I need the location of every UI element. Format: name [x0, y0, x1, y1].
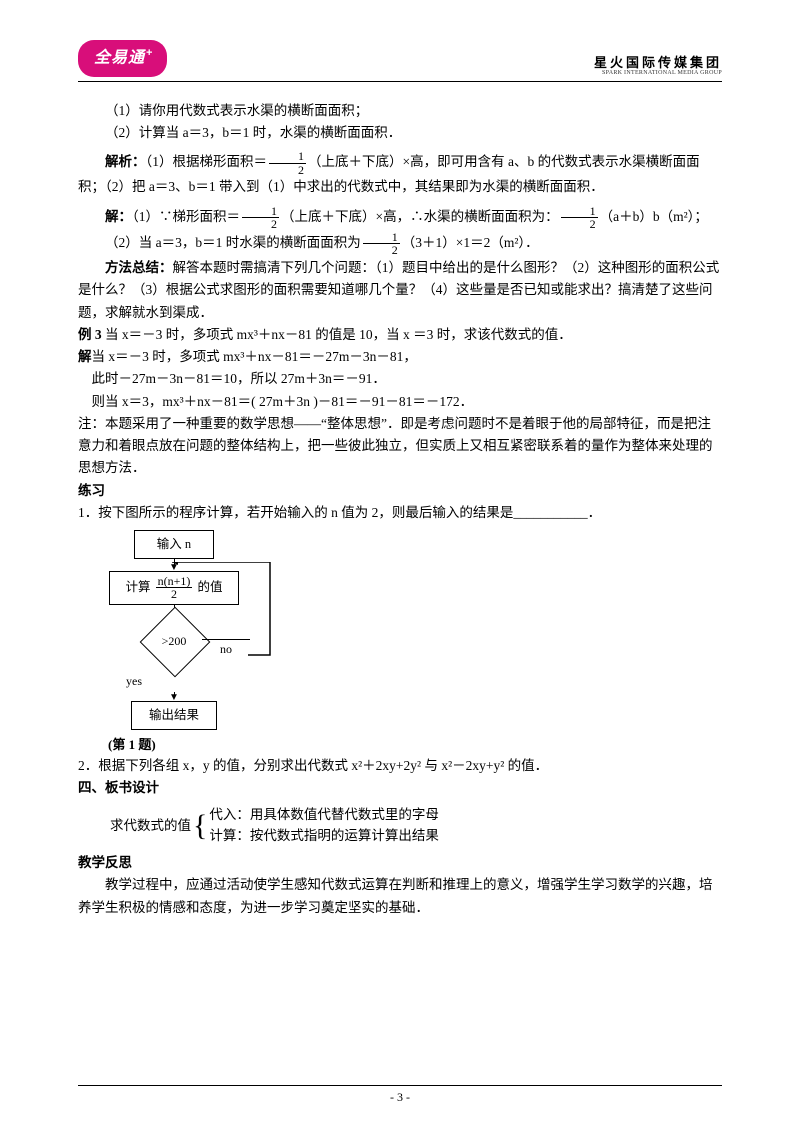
sol-2a: （2）当 a＝3，b＝1 时水渠的横断面面积为 — [105, 235, 361, 250]
board-label: 四、板书设计 — [78, 777, 722, 799]
frac-half-2: 12 — [242, 205, 279, 231]
brace-icon: { — [193, 811, 207, 841]
brand-cn: 星火国际传媒集团 — [594, 56, 722, 70]
page-header: 全易通+ 星火国际传媒集团 SPARK INTERNATIONAL MEDIA … — [78, 40, 722, 77]
board-r2: 计算：按代数式指明的运算计算出结果 — [209, 828, 439, 843]
practice-label: 练习 — [78, 480, 722, 502]
flowchart: 输入 n ▼ 计算 n(n+1)2 的值 ▼ >200 no yes ▼ 输出结… — [78, 530, 288, 729]
fc-output: 输出结果 — [131, 701, 217, 730]
brand-block: 星火国际传媒集团 SPARK INTERNATIONAL MEDIA GROUP — [594, 56, 722, 77]
ex3-l3: 则当 x＝3，mx³＋nx－81＝( 27m＋3n )－81＝－91－81＝－1… — [78, 391, 722, 413]
frac-half-1: 12 — [269, 150, 306, 176]
logo-text: 全易通 — [94, 49, 145, 66]
ex3-label: 例 3 — [78, 327, 102, 342]
fc-input: 输入 n — [134, 530, 214, 559]
sol-1b: （上底＋下底）×高，∴水渠的横断面面积为： — [281, 209, 559, 224]
ex3-sol-line1: 解当 x＝－3 时，多项式 mx³＋nx－81＝－27m－3n－81， — [78, 346, 722, 368]
fc-no: no — [202, 639, 250, 660]
fc-caption: (第 1 题) — [108, 734, 722, 755]
analysis-label: 解析： — [105, 154, 146, 169]
ex3-l2: 此时－27m－3n－81＝10，所以 27m＋3n＝－91． — [78, 368, 722, 390]
solution-1: 解：（1）∵梯形面积＝12（上底＋下底）×高，∴水渠的横断面面积为：12（a＋b… — [78, 205, 722, 231]
sol-1c: （a＋b）b（m²）； — [600, 209, 708, 224]
example-3: 例 3 当 x＝－3 时，多项式 mx³＋nx－81 的值是 10，当 x ＝3… — [78, 324, 722, 346]
method-summary: 方法总结：解答本题时需搞清下列几个问题：（1）题目中给出的是什么图形？（2）这种… — [78, 257, 722, 324]
practice-1: 1．按下图所示的程序计算，若开始输入的 n 值为 2，则最后输入的结果是____… — [78, 502, 722, 524]
board-lhs: 求代数式的值 — [110, 815, 191, 837]
ex3-note: 注：本题采用了一种重要的数学思想——“整体思想”．即是考虑问题时不是着眼于他的局… — [78, 413, 722, 480]
reflect-label: 教学反思 — [78, 852, 722, 874]
ex3-sol-label: 解 — [78, 349, 92, 364]
board-rhs: 代入：用具体数值代替代数式里的字母 计算：按代数式指明的运算计算出结果 — [209, 805, 439, 846]
board-r1: 代入：用具体数值代替代数式里的字母 — [209, 807, 439, 822]
board-design: 求代数式的值 { 代入：用具体数值代替代数式里的字母 计算：按代数式指明的运算计… — [110, 805, 722, 846]
frac-half-3: 12 — [561, 205, 598, 231]
page-footer: - 3 - — [78, 1085, 722, 1108]
sol-label: 解： — [105, 209, 132, 224]
ex3-l1: 当 x＝－3 时，多项式 mx³＋nx－81＝－27m－3n－81， — [92, 349, 417, 364]
sol-2b: （3＋1）×1＝2（m²）． — [402, 235, 539, 250]
ex3-text: 当 x＝－3 时，多项式 mx³＋nx－81 的值是 10，当 x ＝3 时，求… — [102, 327, 572, 342]
page-number: - 3 - — [390, 1090, 410, 1104]
logo-sup: + — [146, 47, 153, 59]
sol-1a: （1）∵梯形面积＝ — [132, 209, 240, 224]
practice-2: 2．根据下列各组 x，y 的值，分别求出代数式 x²＋2xy+2y² 与 x²－… — [78, 755, 722, 777]
frac-half-4: 12 — [363, 231, 400, 257]
header-rule — [78, 81, 722, 82]
method-text: 解答本题时需搞清下列几个问题：（1）题目中给出的是什么图形？（2）这种图形的面积… — [78, 260, 719, 320]
analysis-part1: （1）根据梯形面积＝ — [146, 154, 268, 169]
logo-badge: 全易通+ — [78, 40, 167, 77]
method-label: 方法总结： — [105, 260, 173, 275]
brand-en: SPARK INTERNATIONAL MEDIA GROUP — [594, 70, 722, 77]
solution-2: （2）当 a＝3，b＝1 时水渠的横断面面积为12（3＋1）×1＝2（m²）． — [78, 231, 722, 257]
fc-decision: >200 no — [104, 617, 244, 665]
reflect-text: 教学过程中，应通过活动使学生感知代数式运算在判断和推理上的意义，增强学生学习数学… — [78, 874, 722, 919]
fc-frac: n(n+1)2 — [156, 575, 193, 601]
analysis: 解析：（1）根据梯形面积＝12（上底＋下底）×高，即可用含有 a、b 的代数式表… — [78, 150, 722, 198]
question-1-2: （2）计算当 a＝3，b＝1 时，水渠的横断面面积． — [78, 122, 722, 144]
question-1-1: （1）请你用代数式表示水渠的横断面面积； — [78, 100, 722, 122]
fc-yes: yes — [64, 672, 204, 692]
fc-calc: 计算 n(n+1)2 的值 — [109, 571, 239, 605]
